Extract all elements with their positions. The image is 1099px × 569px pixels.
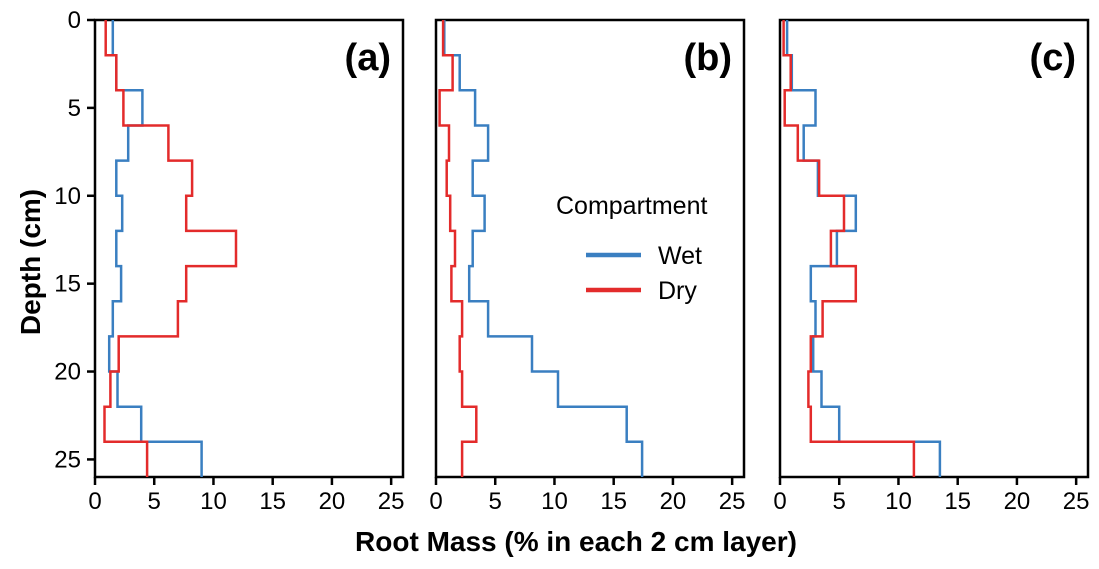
legend-label-dry: Dry xyxy=(658,277,697,305)
x-tick-label: 0 xyxy=(429,488,442,515)
y-tick-label: 0 xyxy=(68,7,81,34)
series-dry-line xyxy=(782,20,916,477)
x-tick-label: 10 xyxy=(541,488,568,515)
series-dry-line xyxy=(103,20,238,477)
x-tick-label: 15 xyxy=(600,488,627,515)
x-axis-title: Root Mass (% in each 2 cm layer) xyxy=(355,526,797,557)
panel-frame xyxy=(93,18,405,479)
x-tick-label: 15 xyxy=(944,488,971,515)
legend-label-wet: Wet xyxy=(658,242,702,270)
legend-title: Compartment xyxy=(556,192,707,220)
x-tick-label: 5 xyxy=(148,488,161,515)
panel-c: 0 5 10 15 20 25 (c) xyxy=(773,18,1090,515)
series-wet-line xyxy=(107,20,203,477)
panel-frame xyxy=(434,18,746,479)
x-tick-label: 10 xyxy=(200,488,227,515)
x-tick-label: 25 xyxy=(378,488,405,515)
panel-label: (c) xyxy=(1030,37,1076,79)
legend: Compartment Wet Dry xyxy=(556,192,707,305)
y-tick-label: 15 xyxy=(54,271,81,298)
x-tick-label: 25 xyxy=(719,488,746,515)
y-tick-label: 10 xyxy=(54,183,81,210)
panel-frame xyxy=(778,18,1090,479)
panel-label: (a) xyxy=(345,37,391,79)
x-tick-label: 0 xyxy=(88,488,101,515)
panel-a: 0 5 10 15 20 25 0 5 10 15 20 25 (a) xyxy=(54,7,404,515)
panel-b: 0 5 10 15 20 25 (b) xyxy=(429,18,746,515)
x-tick-label: 10 xyxy=(885,488,912,515)
panel-label: (b) xyxy=(683,37,732,79)
x-tick-label: 25 xyxy=(1063,488,1090,515)
x-tick-label: 0 xyxy=(773,488,786,515)
panels: 0 5 10 15 20 25 0 5 10 15 20 25 (a) 0 5 10 15 20 25 (b) 0 5 10… xyxy=(54,7,1089,515)
series-dry-line xyxy=(438,20,478,477)
x-tick-label: 20 xyxy=(660,488,687,515)
x-tick-label: 20 xyxy=(319,488,346,515)
series-wet-line xyxy=(443,20,644,477)
y-axis-title: Depth (cm) xyxy=(15,189,46,335)
x-tick-label: 15 xyxy=(259,488,286,515)
y-tick-label: 20 xyxy=(54,359,81,386)
y-tick-label: 25 xyxy=(54,446,81,473)
series-wet-line xyxy=(785,20,942,477)
x-tick-label: 5 xyxy=(489,488,502,515)
y-tick-label: 5 xyxy=(68,95,81,122)
x-tick-label: 20 xyxy=(1004,488,1031,515)
legend-entries: Wet Dry xyxy=(586,242,702,305)
x-tick-label: 5 xyxy=(833,488,846,515)
